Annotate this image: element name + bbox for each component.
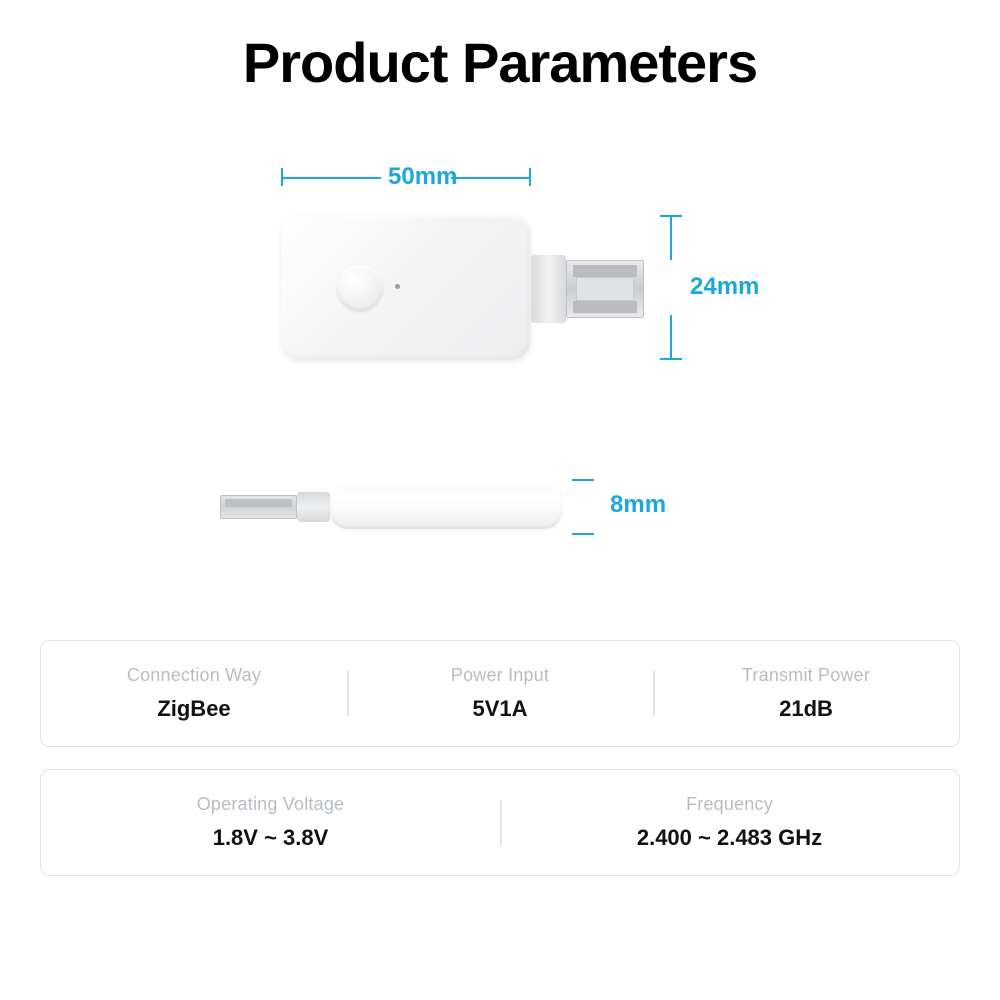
- spec-cell: Operating Voltage 1.8V ~ 3.8V: [41, 794, 500, 851]
- spec-label: Connection Way: [41, 665, 347, 686]
- spec-value: 21dB: [653, 696, 959, 722]
- spec-table: Connection Way ZigBeePower Input 5V1ATrans…: [40, 640, 960, 898]
- height-leader-top: [670, 215, 672, 260]
- device-button: [337, 265, 383, 311]
- spec-row: Operating Voltage 1.8V ~ 3.8VFrequency 2.4…: [40, 769, 960, 876]
- spec-cell: Connection Way ZigBee: [41, 665, 347, 722]
- usb-plug-metal-side: [220, 495, 297, 519]
- usb-plug-shell-side: [297, 492, 330, 522]
- device-side-view: [330, 485, 562, 529]
- spec-value: 1.8V ~ 3.8V: [41, 825, 500, 851]
- spec-cell: Frequency 2.400 ~ 2.483 GHz: [500, 794, 959, 851]
- width-leader-right: [451, 177, 531, 179]
- page-title: Product Parameters: [0, 0, 1000, 95]
- spec-cell: Power Input 5V1A: [347, 665, 653, 722]
- thickness-leader-bottom: [572, 533, 594, 535]
- spec-label: Frequency: [500, 794, 959, 815]
- spec-cell: Transmit Power 21dB: [653, 665, 959, 722]
- spec-value: 5V1A: [347, 696, 653, 722]
- spec-label: Operating Voltage: [41, 794, 500, 815]
- usb-plug-shell-top: [531, 255, 566, 323]
- width-leader-left: [281, 177, 381, 179]
- dimension-diagram: 50mm 24mm 8mm: [0, 125, 1000, 605]
- spec-value: ZigBee: [41, 696, 347, 722]
- thickness-leader-top: [572, 479, 594, 481]
- device-top-view: [281, 215, 531, 360]
- spec-value: 2.400 ~ 2.483 GHz: [500, 825, 959, 851]
- spec-label: Power Input: [347, 665, 653, 686]
- height-dimension-label: 24mm: [690, 273, 759, 301]
- thickness-dimension-label: 8mm: [610, 491, 666, 519]
- spec-row: Connection Way ZigBeePower Input 5V1ATrans…: [40, 640, 960, 747]
- usb-plug-inner-top: [576, 277, 634, 301]
- width-dimension-label: 50mm: [388, 163, 457, 191]
- height-leader-bottom: [670, 315, 672, 360]
- device-led-dot: [395, 284, 400, 289]
- spec-label: Transmit Power: [653, 665, 959, 686]
